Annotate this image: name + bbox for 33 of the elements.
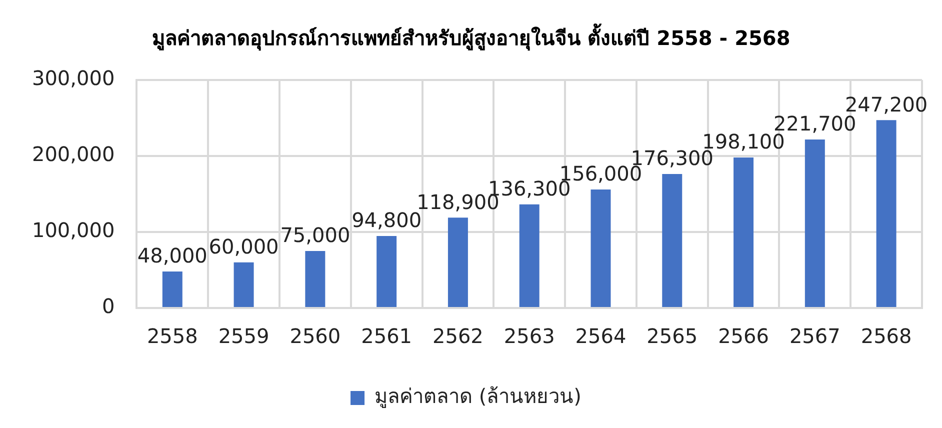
bar — [376, 236, 397, 307]
y-tick-label: 300,000 — [32, 66, 115, 90]
bar — [448, 218, 468, 307]
x-tick-label: 2564 — [575, 324, 626, 348]
data-label: 60,000 — [208, 234, 279, 259]
bar — [305, 251, 326, 307]
x-tick-label: 2559 — [218, 324, 270, 348]
bar — [734, 157, 754, 307]
bar — [234, 262, 254, 307]
bar — [590, 189, 611, 307]
x-tick-label: 2563 — [504, 324, 555, 348]
data-label: 48,000 — [137, 244, 208, 268]
data-label: 94,800 — [352, 208, 422, 232]
x-tick-label: 2567 — [789, 324, 840, 348]
data-label: 247,200 — [844, 92, 928, 116]
x-tick-label: 2560 — [290, 324, 341, 348]
legend-label: มูลค่าตลาด (ล้านหยวน) — [374, 384, 582, 410]
chart-title: มูลค่าตลาดอุปกรณ์การแพทย์สำหรับผู้สูงอายุในจีน ตั้งแต่ปี 2558 - 2568 — [150, 22, 792, 53]
bar — [162, 272, 182, 307]
x-tick-label: 2568 — [860, 324, 912, 348]
y-tick-label: 0 — [102, 294, 115, 318]
data-label: 75,000 — [280, 223, 350, 248]
y-tick-label: 100,000 — [32, 218, 115, 242]
x-tick-label: 2566 — [718, 324, 769, 348]
bar — [876, 120, 896, 307]
x-tick-label: 2565 — [646, 324, 698, 348]
bar — [804, 140, 825, 307]
y-tick-label: 200,000 — [32, 142, 115, 166]
x-tick-label: 2558 — [146, 324, 198, 348]
bar — [519, 204, 540, 307]
x-tick-label: 2561 — [361, 324, 412, 348]
bar — [662, 174, 682, 307]
x-tick-label: 2562 — [432, 324, 484, 348]
